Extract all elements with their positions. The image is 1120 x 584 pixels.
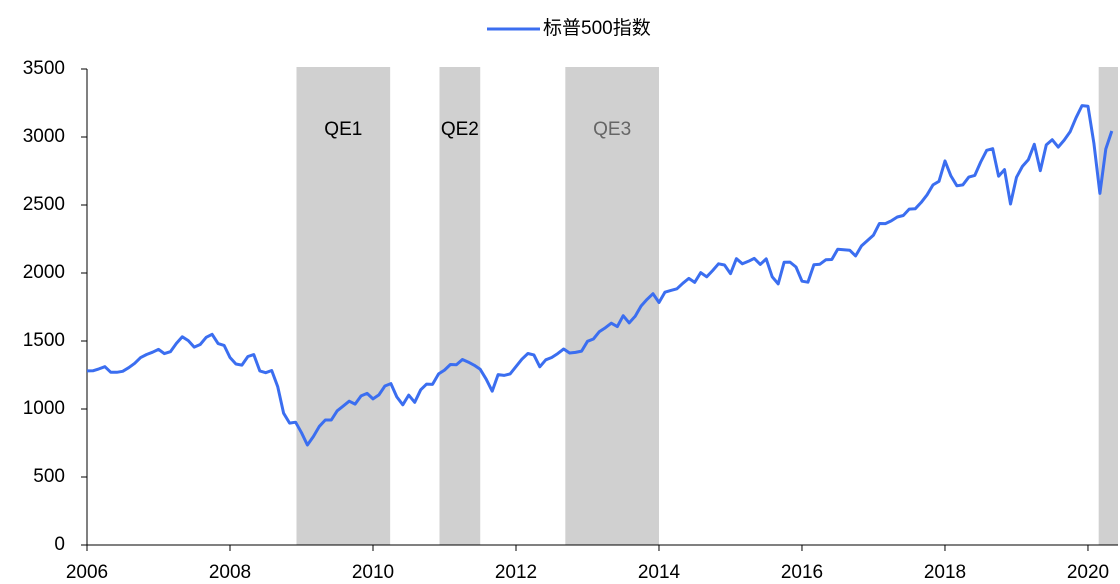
x-tick-label: 2018 [924,562,966,583]
x-tick-label: 2016 [781,562,823,583]
x-tick-label: 2006 [66,562,108,583]
x-tick-label: 2020 [1067,562,1109,583]
legend-label: 标普500指数 [543,17,651,39]
qe-band [439,67,481,545]
x-tick-label: 2014 [638,562,681,583]
y-tick-label: 500 [33,466,65,487]
x-tick-label: 2012 [495,562,537,583]
y-tick-label: 3000 [23,126,65,147]
line [86,104,1114,447]
x-tick-label: 2008 [209,562,251,583]
x-tick-label: 2010 [352,562,394,583]
y-tick-label: 3500 [23,58,65,79]
qe-label: QE2 [441,119,479,140]
y-tick-label: 1500 [23,330,65,351]
y-tick-label: 2000 [23,262,65,283]
qe-band [565,67,659,545]
qe-band [296,67,391,545]
qe-band [1098,67,1118,545]
y-tick-label: 2500 [23,194,65,215]
y-tick-label: 0 [54,534,65,555]
qe-label: QE3 [593,119,631,140]
qe-label: QE1 [324,119,362,140]
y-tick-label: 1000 [23,398,65,419]
